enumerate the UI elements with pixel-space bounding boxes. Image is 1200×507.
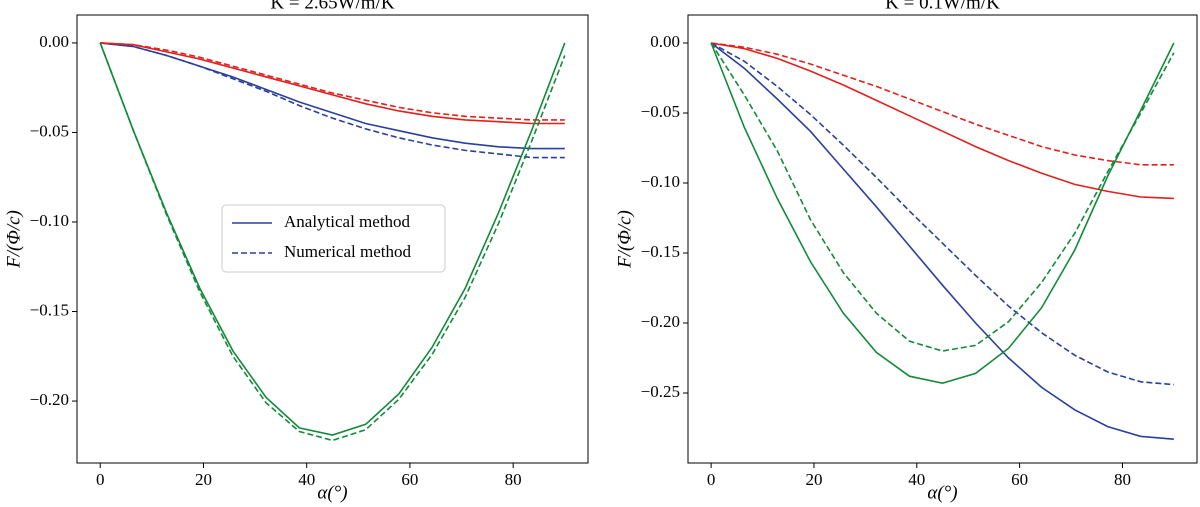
y-tick-label: −0.15 (30, 300, 69, 319)
series-line (711, 42, 1174, 166)
series-line (710, 42, 1174, 440)
series-line (100, 42, 565, 125)
x-axis-label: α(°) (927, 482, 957, 503)
series-line (100, 42, 565, 121)
y-tick-label: 0.00 (650, 32, 680, 51)
chart-title: K = 0.1W/m/K (885, 0, 1000, 13)
x-tick-label: 20 (805, 470, 822, 489)
y-axis-label: F/(Φ/c) (3, 210, 24, 269)
chart-title: K = 2.65W/m/K (270, 0, 394, 13)
y-tick-label: −0.10 (30, 211, 69, 230)
axes-frame (76, 14, 589, 464)
x-tick-label: 80 (1114, 470, 1131, 489)
x-tick-label: 20 (195, 470, 212, 489)
legend-box (221, 204, 446, 273)
x-tick-label: 40 (908, 470, 925, 489)
y-tick-label: −0.20 (641, 312, 680, 331)
y-tick-label: −0.25 (641, 382, 680, 401)
series-line (710, 42, 1175, 385)
y-tick-label: −0.20 (30, 390, 69, 409)
x-axis-label: α(°) (317, 482, 347, 503)
x-tick-label: 60 (401, 470, 418, 489)
series-line (100, 42, 565, 150)
y-tick-label: −0.10 (641, 172, 680, 191)
x-tick-label: 0 (707, 470, 716, 489)
series-line (100, 42, 565, 159)
axes-frame (687, 14, 1198, 464)
y-tick-label: 0.00 (39, 32, 69, 51)
y-axis-label: F/(Φ/c) (614, 210, 635, 269)
x-tick-label: 40 (298, 470, 315, 489)
series-line (711, 42, 1174, 200)
x-tick-label: 0 (96, 470, 105, 489)
series-line (710, 42, 1175, 352)
x-tick-label: 60 (1011, 470, 1028, 489)
y-tick-label: −0.05 (641, 102, 680, 121)
series-line (99, 42, 566, 442)
y-tick-label: −0.15 (641, 242, 680, 261)
y-tick-label: −0.05 (30, 121, 69, 140)
legend-label: Analytical method (284, 212, 411, 231)
series-line (710, 42, 1174, 386)
series-line (99, 42, 566, 436)
legend-label: Numerical method (284, 242, 411, 261)
x-tick-label: 80 (505, 470, 522, 489)
